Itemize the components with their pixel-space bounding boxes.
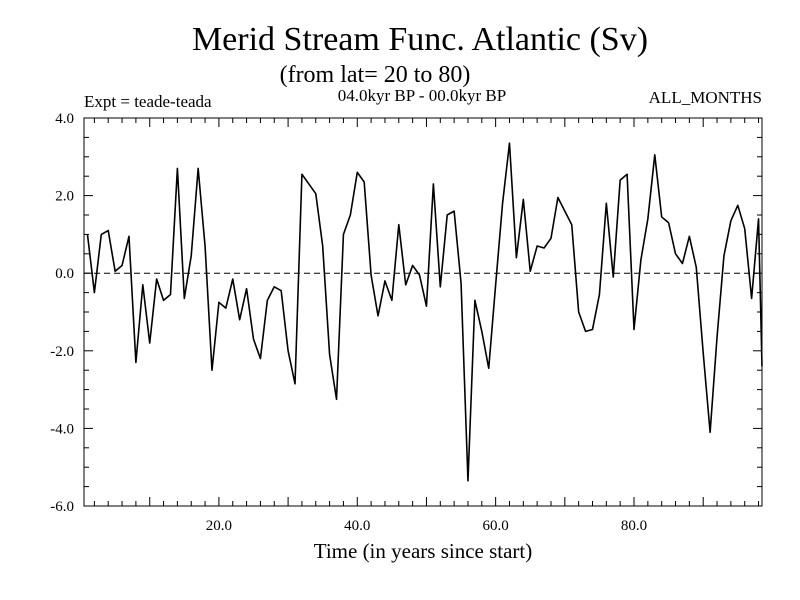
x-tick-label: 60.0 [483, 518, 509, 534]
y-axis-tick-labels: 4.0 2.0 0.0 -2.0 -4.0 -6.0 [50, 111, 74, 515]
plot-frame [83, 117, 763, 507]
y-tick-label: -4.0 [50, 421, 74, 437]
y-tick-label: 4.0 [55, 111, 74, 127]
y-tick-label: 2.0 [55, 189, 74, 205]
chart-subtitle: (from lat= 20 to 80) [280, 62, 471, 88]
x-tick-label: 20.0 [206, 518, 232, 534]
y-tick-label: -2.0 [50, 344, 74, 360]
y-tick-label: 0.0 [55, 266, 74, 282]
x-axis-tick-labels: 20.0 40.0 60.0 80.0 [206, 518, 647, 534]
period-label: 04.0kyr BP - 00.0kyr BP [338, 86, 506, 105]
x-tick-label: 80.0 [621, 518, 647, 534]
y-tick-label: -6.0 [50, 499, 74, 515]
x-axis-ticks [93, 118, 760, 506]
series-line [86, 142, 763, 482]
x-tick-label: 40.0 [344, 518, 370, 534]
months-label: ALL_MONTHS [649, 88, 762, 107]
experiment-label: Expt = teade-teada [84, 92, 212, 111]
y-axis-ticks [84, 117, 762, 507]
chart-title: Merid Stream Func. Atlantic (Sv) [192, 21, 648, 58]
x-axis-label: Time (in years since start) [314, 539, 533, 563]
